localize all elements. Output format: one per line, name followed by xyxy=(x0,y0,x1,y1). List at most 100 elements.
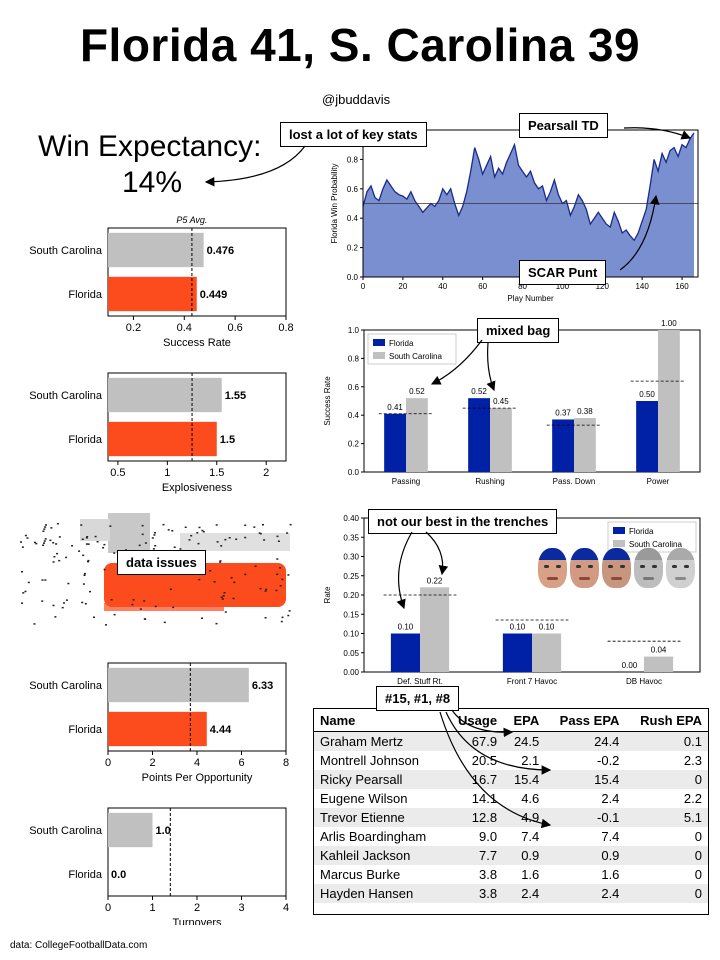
bar xyxy=(636,401,658,472)
table-cell: 3.8 xyxy=(446,884,504,903)
noise-dot xyxy=(65,599,68,601)
callout-key-stats: lost a lot of key stats xyxy=(280,122,427,147)
table-cell: 4.9 xyxy=(503,808,546,827)
bar xyxy=(644,656,674,672)
noise-dot xyxy=(276,558,279,560)
y-tick-label: 0.05 xyxy=(343,649,359,658)
y-tick-label: 0.8 xyxy=(348,354,360,363)
callout-mixed-bag: mixed bag xyxy=(477,318,560,343)
column-header: Usage xyxy=(446,709,504,732)
category-label: Florida xyxy=(68,724,103,736)
data-label: 0.22 xyxy=(427,576,443,585)
noise-dot xyxy=(222,595,225,597)
data-label: 0.0 xyxy=(111,869,126,881)
data-label: 0.52 xyxy=(471,387,487,396)
noise-dot xyxy=(21,546,24,548)
noise-dot xyxy=(154,605,157,608)
column-header: Pass EPA xyxy=(545,709,626,732)
noise-dot xyxy=(259,532,262,535)
noise-dot xyxy=(216,541,219,543)
category-label: Passing xyxy=(392,477,420,486)
noise-dot xyxy=(281,578,284,581)
noise-dot xyxy=(190,535,193,537)
legend-label: South Carolina xyxy=(389,352,442,361)
table-cell: 0 xyxy=(625,846,708,865)
data-label: 0.45 xyxy=(493,397,509,406)
table-cell: 7.4 xyxy=(601,829,620,844)
noise-dot xyxy=(96,541,99,543)
noise-dot xyxy=(109,525,112,527)
bar xyxy=(658,330,680,472)
noise-dot xyxy=(209,570,212,572)
coach-face-image xyxy=(538,548,567,588)
noise-dot xyxy=(201,617,203,619)
y-tick-label: 1.0 xyxy=(348,326,360,335)
x-axis-label: Turnovers xyxy=(172,917,222,925)
noise-dot xyxy=(276,535,279,538)
noise-dot xyxy=(235,538,238,540)
noise-dot xyxy=(141,524,144,527)
win-expectancy-label: Win Expectancy: xyxy=(38,130,262,163)
noise-dot xyxy=(220,545,223,547)
noise-dot xyxy=(41,600,44,602)
category-label: Power xyxy=(647,477,670,486)
noise-dot xyxy=(49,539,52,542)
table-cell: 0.9 xyxy=(545,846,626,865)
noise-dot xyxy=(82,554,85,557)
bar xyxy=(574,418,596,472)
table-cell: 1.6 xyxy=(601,867,620,882)
noise-dot xyxy=(144,542,147,544)
callout-pearsall-td: Pearsall TD xyxy=(519,113,608,138)
category-label: Florida xyxy=(68,869,103,881)
noise-dot xyxy=(24,534,27,537)
noise-dot xyxy=(143,600,146,602)
success-rate-chart: South Carolina 0.476 Florida 0.449 P5 Avg. 0.… xyxy=(29,215,293,349)
table-row: Montrell Johnson 20.5 2.1 -0.2 2.3 xyxy=(314,751,708,770)
page-title: Florida 41, S. Carolina 39 xyxy=(79,19,641,71)
noise-dot xyxy=(61,606,64,609)
table-row: Marcus Burke 3.8 1.6 1.6 0 xyxy=(314,865,708,884)
x-tick-label: 0.5 xyxy=(110,467,125,479)
callout-scar-punt: SCAR Punt xyxy=(519,260,607,285)
noise-dot xyxy=(44,538,47,540)
table-cell: 0 xyxy=(694,867,702,882)
column-header: EPA xyxy=(503,709,546,732)
noise-dot xyxy=(281,616,284,619)
table-cell: 7.7 xyxy=(446,846,504,865)
noise-dot xyxy=(230,577,233,579)
table-cell: 2.4 xyxy=(503,884,546,903)
table-cell: 24.5 xyxy=(503,731,546,751)
coach-face-image xyxy=(634,548,663,588)
noise-dot xyxy=(215,524,218,526)
noise-dot xyxy=(228,537,231,539)
table-cell: 67.9 xyxy=(446,731,504,751)
callout-data-issues: data issues xyxy=(117,550,206,575)
noise-dot xyxy=(179,548,182,550)
bar xyxy=(552,419,574,472)
category-label: South Carolina xyxy=(29,680,103,692)
noise-dot xyxy=(223,592,226,594)
y-tick-label: 0.15 xyxy=(343,610,359,619)
bar xyxy=(108,377,222,413)
noise-dot xyxy=(288,610,291,612)
x-tick-label: 0.2 xyxy=(126,322,141,334)
coach-faces xyxy=(538,548,695,588)
noise-dot xyxy=(163,621,166,624)
noise-dot xyxy=(53,556,56,558)
noise-dot xyxy=(287,574,290,576)
data-label: 1.0 xyxy=(156,825,171,837)
x-tick-label: 6 xyxy=(238,757,244,769)
noise-dot xyxy=(132,599,135,601)
noise-dot xyxy=(81,601,84,604)
turnovers-chart: South Carolina 1.0 Florida 0.0 0 1 2 3 4 Turnover… xyxy=(29,807,289,925)
bar xyxy=(108,276,197,312)
x-tick-label: 0.8 xyxy=(278,322,293,334)
noise-dot xyxy=(63,602,65,604)
category-label: DB Havoc xyxy=(626,677,662,686)
table-cell: Marcus Burke xyxy=(320,867,401,882)
noise-dot xyxy=(154,532,156,534)
noise-dot xyxy=(275,589,278,592)
win-probability-area xyxy=(363,132,694,277)
x-axis-label: Points Per Opportunity xyxy=(142,772,253,784)
data-label: 1.5 xyxy=(220,434,235,446)
